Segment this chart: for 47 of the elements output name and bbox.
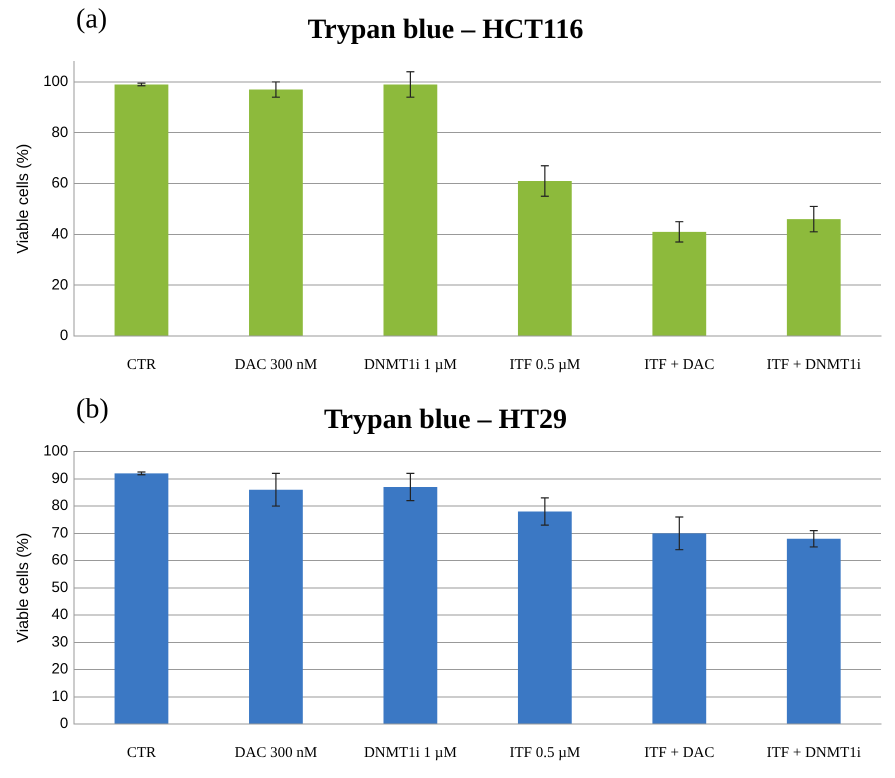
bar [249,90,303,336]
y-tick-label: 0 [60,327,68,344]
y-tick-label: 20 [52,276,68,294]
bar [114,473,168,724]
y-tick-label: 80 [52,124,68,141]
x-tick-label: DAC 300 nM [234,356,318,373]
y-tick-label: 40 [52,606,68,624]
y-tick-label: 0 [60,715,68,732]
chart-title: Trypan blue – HT29 [324,404,567,436]
y-tick-label: 30 [52,633,68,650]
x-tick-label: ITF 0.5 µM [509,356,580,373]
x-tick-label: ITF + DAC [644,744,714,761]
y-axis-title: Viable cells (%) [15,532,32,643]
y-tick-label: 40 [52,226,68,243]
x-tick-label: DAC 300 nM [234,744,318,761]
y-axis-title: Viable cells (%) [15,144,32,254]
y-tick-label: 10 [52,688,68,705]
y-tick-label: 70 [52,524,68,542]
x-tick-label: CTR [126,744,156,761]
x-tick-label: DNMT1i 1 µM [364,356,457,373]
bar [518,181,572,336]
bar [383,487,438,724]
y-tick-label: 100 [43,442,68,460]
y-tick-label: 60 [52,174,68,192]
text: (b) [76,393,109,424]
x-tick-label: ITF + DNMT1i [766,356,861,373]
y-tick-label: 80 [52,497,68,514]
y-tick-label: 20 [52,660,68,678]
bar [518,512,572,724]
x-tick-label: ITF + DAC [644,356,714,373]
text: (a) [76,3,108,34]
x-tick-label: ITF + DNMT1i [766,744,861,761]
bar [249,490,303,724]
y-tick-label: 60 [52,552,68,569]
x-tick-label: ITF 0.5 µM [509,744,580,761]
x-tick-label: CTR [126,356,156,373]
bar [652,533,706,724]
y-tick-label: 50 [52,578,68,596]
bar [786,538,841,724]
bar [652,232,706,336]
bar [114,84,168,336]
chart-title: Trypan blue – HCT116 [308,14,584,46]
x-tick-label: DNMT1i 1 µM [364,744,457,761]
bar [786,219,841,336]
bar [383,84,438,336]
y-tick-label: 100 [43,73,68,90]
y-tick-label: 90 [52,470,68,487]
